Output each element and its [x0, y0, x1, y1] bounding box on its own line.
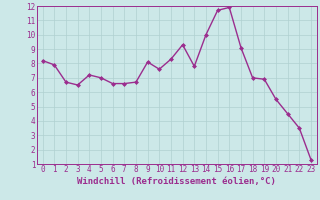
- X-axis label: Windchill (Refroidissement éolien,°C): Windchill (Refroidissement éolien,°C): [77, 177, 276, 186]
